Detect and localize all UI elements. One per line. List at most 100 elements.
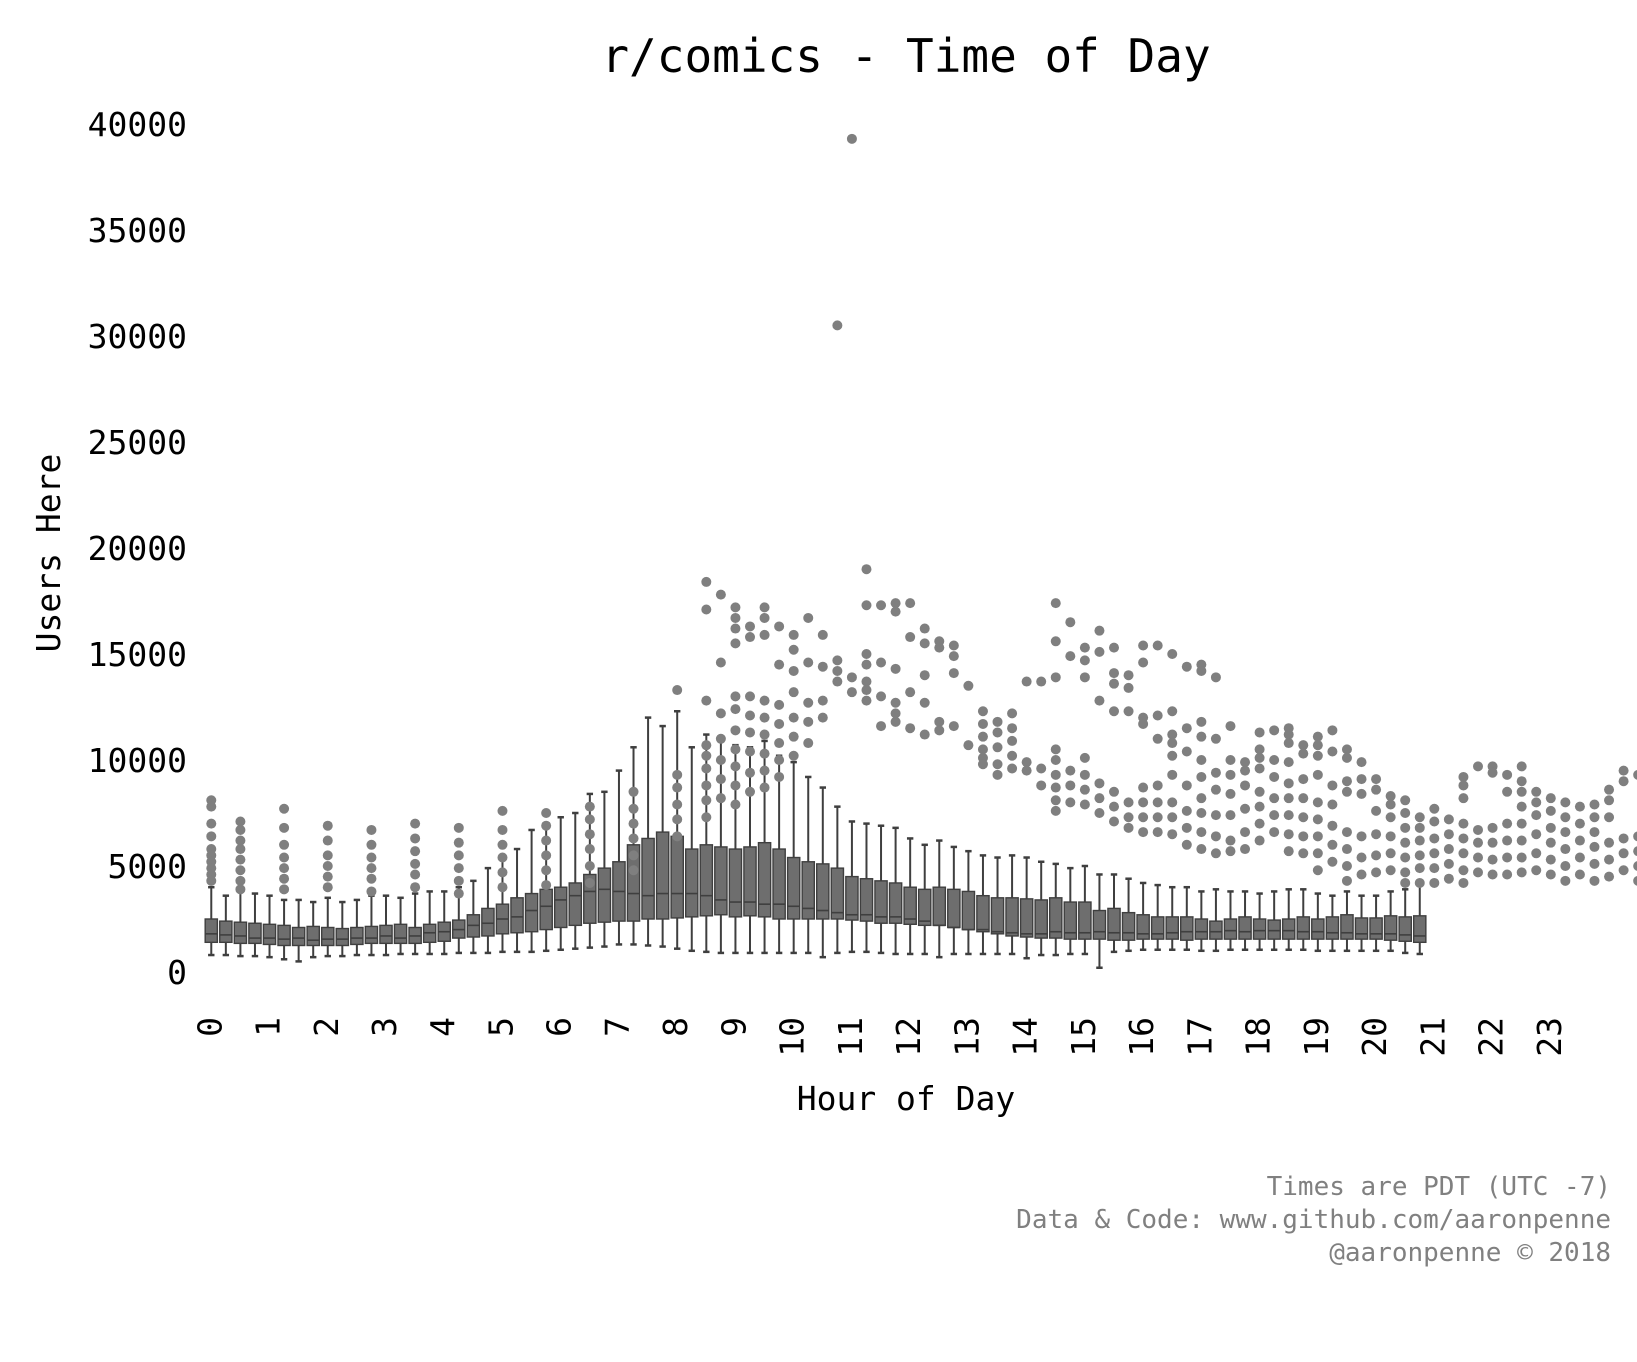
outlier-point xyxy=(1298,848,1309,859)
box xyxy=(1281,918,1296,940)
outlier-point xyxy=(803,612,814,623)
box xyxy=(1107,907,1121,941)
outlier-point xyxy=(1254,752,1265,763)
outlier-point xyxy=(803,697,814,708)
outlier-point xyxy=(1414,850,1425,861)
box xyxy=(670,835,684,919)
outlier-point xyxy=(992,769,1003,780)
outlier-point xyxy=(1385,799,1396,810)
box xyxy=(1005,897,1019,937)
outlier-point xyxy=(1545,837,1556,848)
outlier-point xyxy=(1050,744,1061,755)
outlier-point xyxy=(1123,706,1134,717)
outlier-point xyxy=(803,738,814,749)
outlier-point xyxy=(832,676,843,687)
outlier-point xyxy=(817,629,828,640)
outlier-point xyxy=(1283,778,1294,789)
outlier-point xyxy=(1050,598,1061,609)
outlier-point xyxy=(1516,786,1527,797)
outlier-point xyxy=(1545,822,1556,833)
outlier-point xyxy=(1531,810,1542,821)
outlier-point xyxy=(1152,710,1163,721)
outlier-point xyxy=(1050,755,1061,765)
outlier-point xyxy=(1254,763,1265,774)
box xyxy=(801,861,816,920)
outlier-point xyxy=(1094,808,1105,818)
outlier-point xyxy=(701,795,712,806)
outlier-point xyxy=(1138,657,1149,668)
box xyxy=(1121,911,1136,941)
outlier-point xyxy=(497,805,508,816)
outlier-point xyxy=(774,699,785,710)
outlier-point xyxy=(1050,769,1061,780)
box xyxy=(1238,916,1252,940)
outlier-point xyxy=(1516,818,1527,829)
outlier-point xyxy=(715,657,726,668)
outlier-point xyxy=(453,875,464,886)
y-axis-label: Users Here xyxy=(29,454,68,653)
outlier-point xyxy=(453,822,464,833)
outlier-point xyxy=(759,612,770,623)
outlier-point xyxy=(1021,765,1032,776)
box xyxy=(772,848,786,920)
box xyxy=(277,924,291,947)
outlier-point xyxy=(1356,788,1367,799)
box xyxy=(655,831,670,920)
outlier-point xyxy=(1531,865,1542,876)
outlier-point xyxy=(1123,670,1134,681)
box xyxy=(888,882,903,924)
outlier-point xyxy=(715,774,726,785)
outlier-point xyxy=(1429,816,1440,827)
outlier-point xyxy=(817,695,828,706)
box xyxy=(1078,901,1092,940)
outlier-point xyxy=(1385,791,1396,802)
source-link-text: Data & Code: www.github.com/aaronpenne xyxy=(1016,1205,1611,1235)
box xyxy=(1179,916,1194,941)
outlier-point xyxy=(1240,757,1251,768)
outlier-point xyxy=(1079,642,1090,653)
box xyxy=(684,848,699,918)
outlier-point xyxy=(1531,829,1542,840)
outlier-point xyxy=(1138,782,1149,793)
outlier-point xyxy=(541,865,552,876)
outlier-point xyxy=(1152,780,1163,791)
outlier-point xyxy=(861,659,872,670)
outlier-point xyxy=(861,676,872,687)
outlier-point xyxy=(235,854,246,865)
outlier-point xyxy=(1196,755,1207,765)
x-tick-label: 0 xyxy=(190,1017,229,1037)
outlier-point xyxy=(410,869,421,880)
outlier-point xyxy=(628,818,639,829)
outlier-point xyxy=(701,780,712,791)
outlier-point xyxy=(1007,708,1018,719)
outlier-point xyxy=(774,738,785,749)
outlier-point xyxy=(1094,778,1105,789)
box xyxy=(757,841,772,918)
outlier-point xyxy=(774,659,785,670)
outlier-point xyxy=(817,712,828,723)
outlier-point xyxy=(1167,769,1178,780)
outlier-point xyxy=(1283,810,1294,821)
outlier-point xyxy=(963,740,974,751)
outlier-point xyxy=(934,642,945,653)
y-tick-label: 40000 xyxy=(88,105,187,144)
outlier-point xyxy=(1138,718,1149,729)
outlier-point xyxy=(1516,852,1527,863)
outlier-point xyxy=(1312,814,1323,825)
outlier-point xyxy=(1414,877,1425,888)
outlier-point xyxy=(1356,852,1367,863)
outlier-point xyxy=(832,655,843,666)
outlier-point xyxy=(701,695,712,706)
outlier-point xyxy=(1458,833,1469,844)
outlier-point xyxy=(1298,748,1309,759)
outlier-point xyxy=(1618,848,1629,859)
outlier-point xyxy=(977,744,988,755)
outlier-point xyxy=(497,839,508,850)
outlier-point xyxy=(1516,801,1527,812)
outlier-point xyxy=(235,875,246,886)
outlier-point xyxy=(1123,797,1134,808)
outlier-point xyxy=(730,638,741,649)
outlier-point xyxy=(1458,848,1469,859)
outlier-point xyxy=(977,706,988,717)
